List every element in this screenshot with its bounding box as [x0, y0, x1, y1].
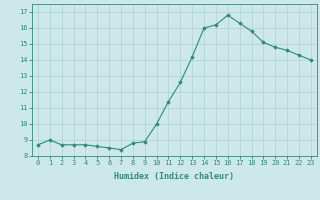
- X-axis label: Humidex (Indice chaleur): Humidex (Indice chaleur): [115, 172, 234, 181]
